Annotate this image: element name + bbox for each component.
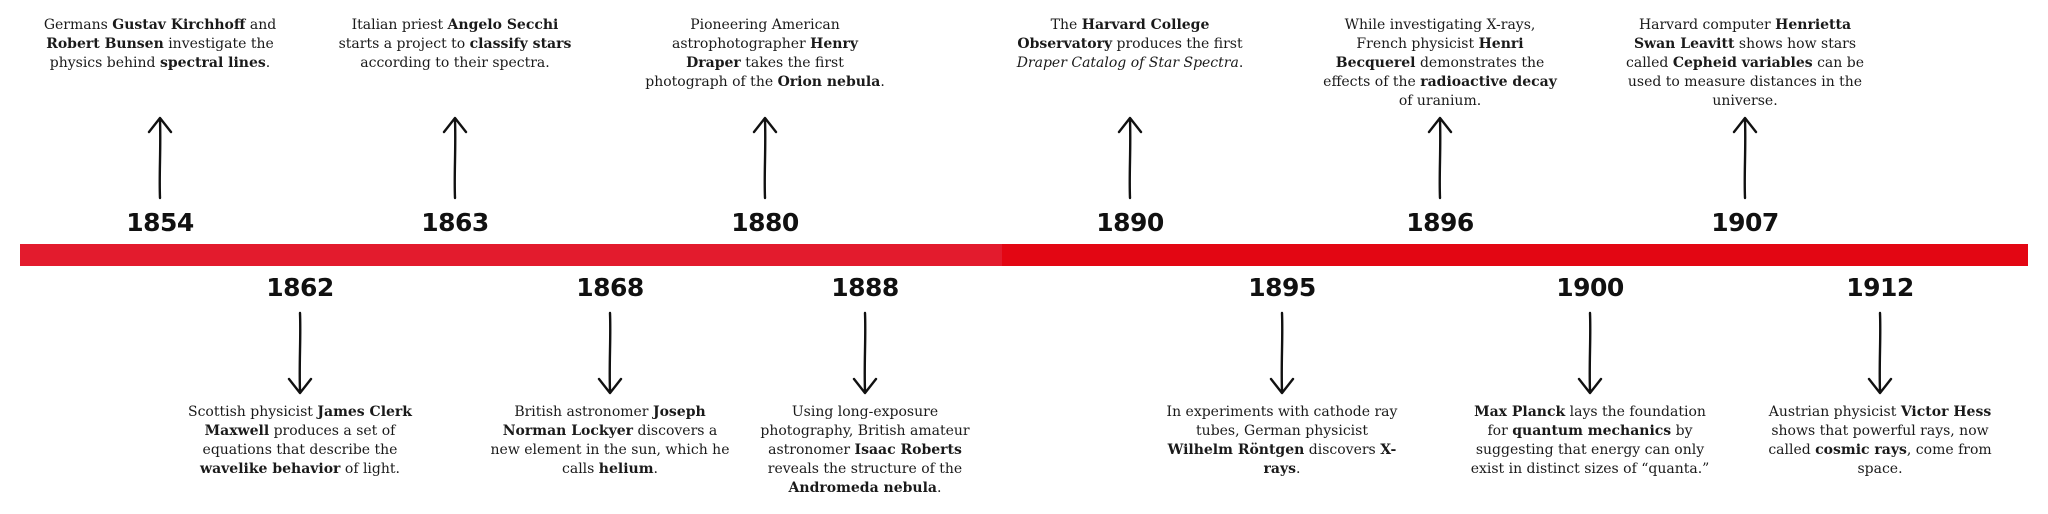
year-label-1863: 1863: [421, 208, 489, 237]
event-description-1907: Harvard computer Henrietta Swan Leavitt …: [1626, 17, 1864, 109]
year-label-1895: 1895: [1248, 273, 1316, 302]
hand-drawn-down-arrow-icon: [597, 311, 623, 395]
event-description-1863: Italian priest Angelo Secchi starts a pr…: [338, 17, 572, 71]
hand-drawn-up-arrow-icon: [1117, 116, 1143, 200]
hand-drawn-up-arrow-icon: [752, 116, 778, 200]
year-label-1890: 1890: [1096, 208, 1164, 237]
year-label-1880: 1880: [731, 208, 799, 237]
event-description-1912: Austrian physicist Victor Hess shows tha…: [1768, 404, 1992, 477]
hand-drawn-down-arrow-icon: [287, 311, 313, 395]
event-description-1896: While investigating X-rays, French physi…: [1323, 17, 1557, 109]
year-label-1862: 1862: [266, 273, 334, 302]
year-label-1900: 1900: [1556, 273, 1624, 302]
event-description-1895: In experiments with cathode ray tubes, G…: [1166, 404, 1398, 477]
event-description-1900: Max Planck lays the foundation for quant…: [1470, 404, 1710, 477]
event-description-1862: Scottish physicist James Clerk Maxwell p…: [188, 404, 412, 477]
event-description-1868: British astronomer Joseph Norman Lockyer…: [490, 404, 730, 477]
year-label-1896: 1896: [1406, 208, 1474, 237]
timeline-bar-late: [1002, 244, 2028, 266]
year-label-1888: 1888: [831, 273, 899, 302]
hand-drawn-up-arrow-icon: [442, 116, 468, 200]
hand-drawn-up-arrow-icon: [1732, 116, 1758, 200]
year-label-1854: 1854: [126, 208, 194, 237]
event-description-1880: Pioneering American astrophotographer He…: [645, 17, 885, 90]
hand-drawn-down-arrow-icon: [852, 311, 878, 395]
year-label-1907: 1907: [1711, 208, 1779, 237]
hand-drawn-down-arrow-icon: [1577, 311, 1603, 395]
hand-drawn-up-arrow-icon: [1427, 116, 1453, 200]
event-description-1854: Germans Gustav Kirchhoff and Robert Buns…: [43, 17, 277, 71]
hand-drawn-down-arrow-icon: [1867, 311, 1893, 395]
hand-drawn-up-arrow-icon: [147, 116, 173, 200]
event-description-1888: Using long-exposure photography, British…: [760, 404, 970, 496]
hand-drawn-down-arrow-icon: [1269, 311, 1295, 395]
event-description-1890: The Harvard College Observatory produces…: [1016, 17, 1244, 71]
year-label-1912: 1912: [1846, 273, 1914, 302]
year-label-1868: 1868: [576, 273, 644, 302]
timeline-bar-early: [20, 244, 1002, 266]
